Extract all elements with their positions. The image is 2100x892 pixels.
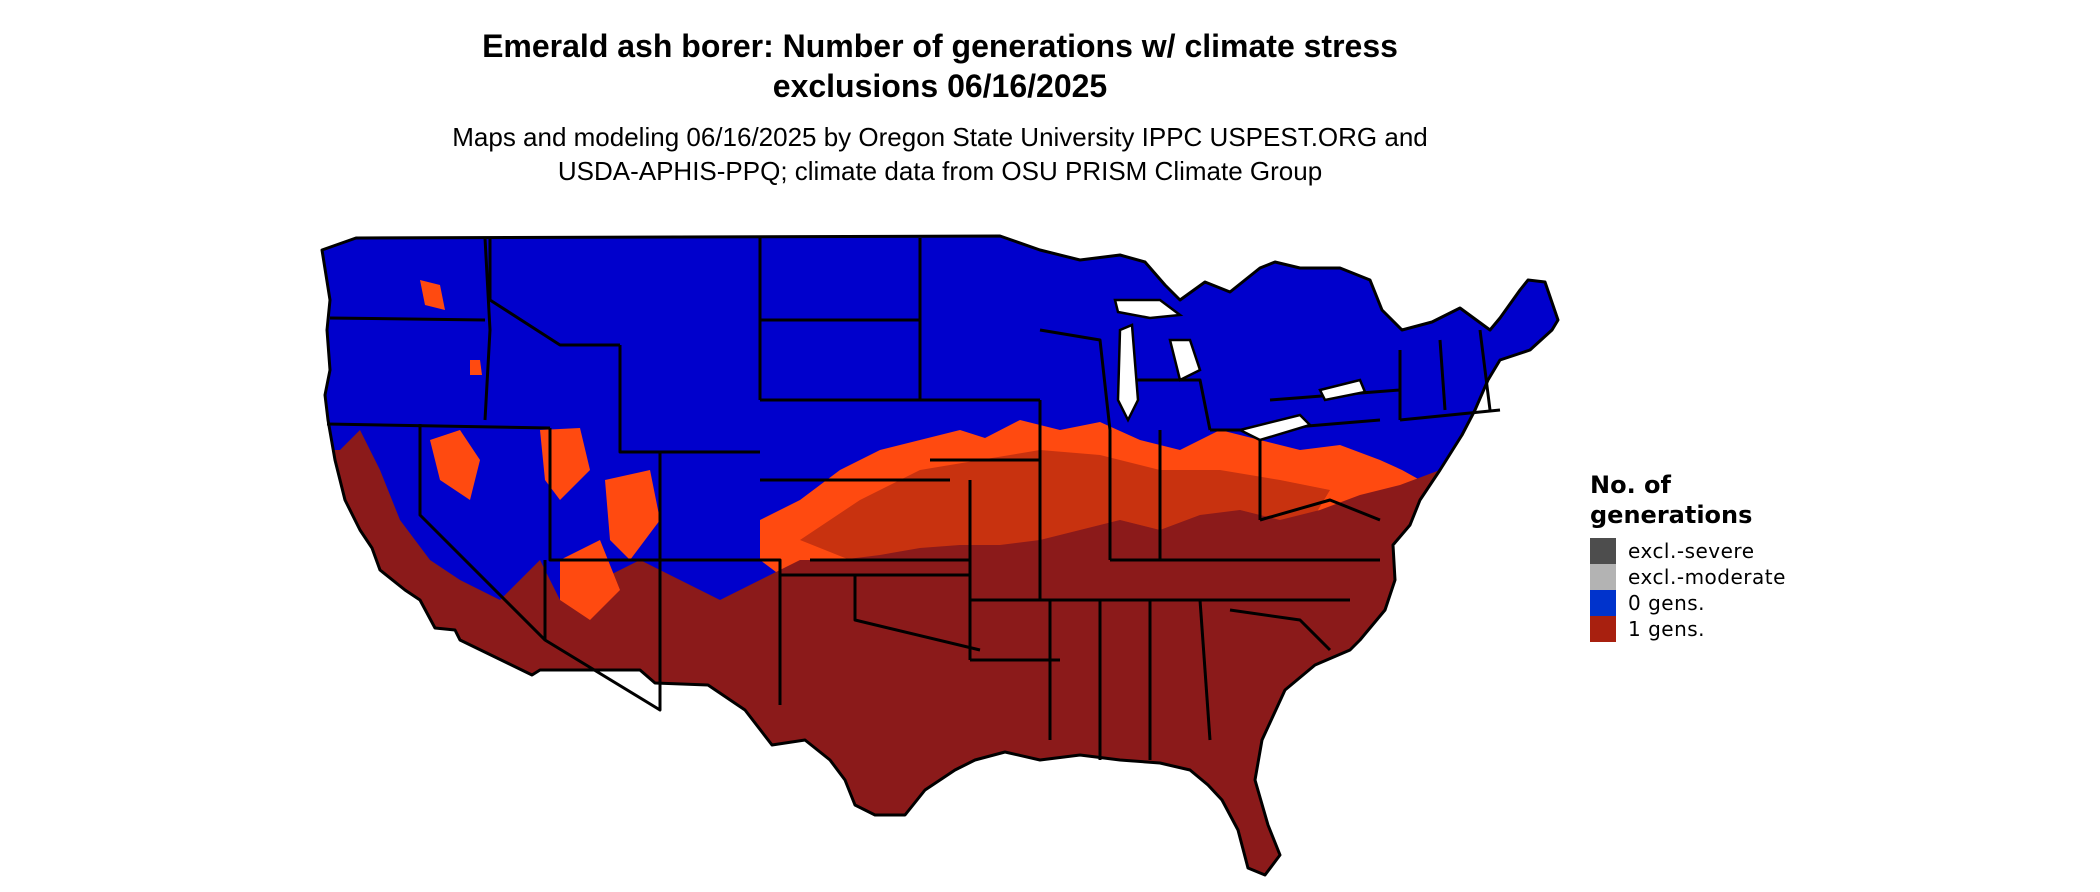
great-lakes	[1113, 298, 1367, 442]
west-patch-2	[540, 428, 590, 500]
legend-title-line2: generations	[1590, 501, 1753, 529]
map-subtitle-line1: Maps and modeling 06/16/2025 by Oregon S…	[452, 122, 1428, 152]
legend-label: 0 gens.	[1628, 591, 1706, 615]
west-patch-5	[420, 280, 445, 310]
legend-title: No. of generations	[1590, 470, 1910, 530]
legend-label: excl.-moderate	[1628, 565, 1786, 589]
legend-swatch	[1590, 590, 1616, 616]
legend-label: 1 gens.	[1628, 617, 1706, 641]
map-title-line2: exclusions 06/16/2025	[772, 68, 1108, 104]
west-patch-6	[470, 360, 482, 375]
legend-title-line1: No. of	[1590, 471, 1671, 499]
map-subtitle-line2: USDA-APHIS-PPQ; climate data from OSU PR…	[557, 156, 1323, 186]
west-patch-3	[605, 470, 660, 560]
legend-item: 0 gens.	[1590, 590, 1910, 616]
legend-swatch	[1590, 538, 1616, 564]
us-generations-map	[320, 234, 1560, 877]
legend-label: excl.-severe	[1628, 539, 1755, 563]
legend-swatch	[1590, 616, 1616, 642]
legend-items: excl.-severe excl.-moderate 0 gens. 1 gens.	[1590, 538, 1910, 642]
state-borders	[320, 234, 1560, 877]
legend-swatch	[1590, 564, 1616, 590]
west-patch-1	[430, 430, 480, 500]
map-title-line1: Emerald ash borer: Number of generations…	[482, 28, 1398, 64]
legend-item: excl.-severe	[1590, 538, 1910, 564]
map-title: Emerald ash borer: Number of generations…	[340, 26, 1540, 106]
legend-item: excl.-moderate	[1590, 564, 1910, 590]
legend: No. of generations excl.-severe excl.-mod…	[1590, 470, 1910, 642]
legend-item: 1 gens.	[1590, 616, 1910, 642]
map-subtitle: Maps and modeling 06/16/2025 by Oregon S…	[340, 120, 1540, 188]
